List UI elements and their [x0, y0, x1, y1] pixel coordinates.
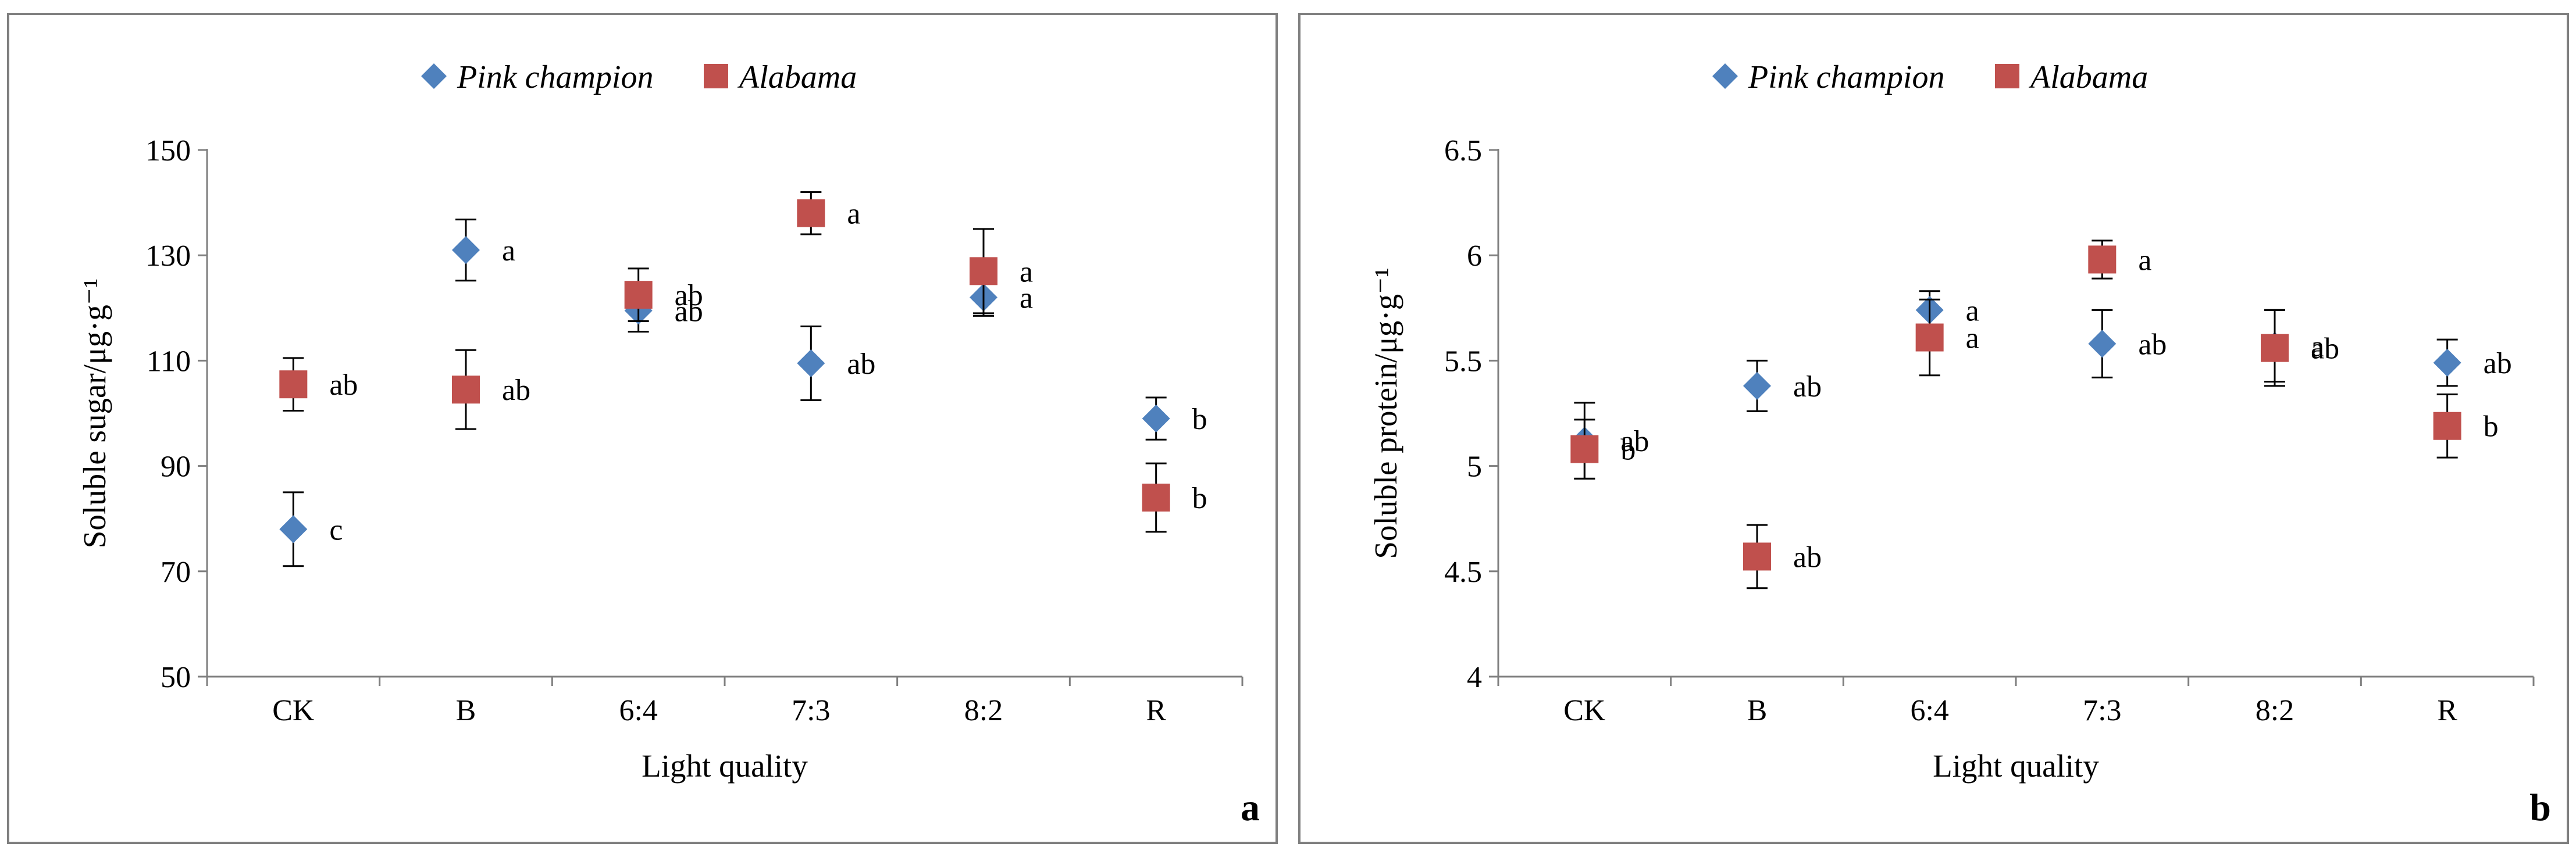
- x-tick-label: R: [2437, 694, 2457, 727]
- y-tick-label: 6: [1467, 239, 1482, 273]
- legend-diamond-marker: [1712, 63, 1738, 89]
- significance-letter: b: [1620, 434, 1636, 467]
- legend-label: Pink champion: [1748, 59, 1944, 95]
- significance-letter: a: [502, 234, 515, 267]
- significance-letter: a: [2138, 244, 2151, 277]
- significance-letter: a: [1966, 322, 1979, 355]
- data-point-diamond: [2433, 349, 2461, 377]
- x-axis-title: Light quality: [1933, 748, 2099, 784]
- panel-label: b: [2529, 786, 2551, 829]
- data-point-diamond: [797, 349, 825, 377]
- data-point-square: [1570, 435, 1599, 463]
- x-tick-label: 7:3: [792, 694, 830, 727]
- significance-letter: b: [1192, 482, 1207, 515]
- x-tick-label: 7:3: [2083, 694, 2121, 727]
- data-point-square: [2261, 334, 2289, 362]
- significance-letter: ab: [329, 369, 358, 402]
- soluble-protein-chart: 4 4.5 5 5.5 6 6.5 CK B 6:4 7:3 8:2 R Light quality So…: [1368, 59, 2551, 829]
- y-axis-title: Soluble sugar/μg·g⁻¹: [77, 278, 112, 549]
- significance-letter: ab: [2138, 328, 2167, 361]
- significance-letter: a: [847, 198, 860, 231]
- legend-diamond-marker: [421, 63, 447, 89]
- data-point-diamond: [452, 236, 480, 264]
- data-point-square: [624, 281, 653, 309]
- significance-letter: a: [1020, 255, 1033, 288]
- x-tick-label: 8:2: [2256, 694, 2294, 727]
- x-tick-label: 8:2: [964, 694, 1003, 727]
- significance-letter: ab: [1793, 370, 1822, 403]
- soluble-sugar-chart: 50 70 90 110 130 150 CK B 6:4 7:3 8:2 R Light qualit…: [77, 59, 1260, 829]
- significance-letter: ab: [1793, 541, 1822, 574]
- significance-letter: b: [1192, 403, 1207, 436]
- y-tick-label: 130: [145, 239, 191, 273]
- x-axis-title: Light quality: [642, 748, 808, 784]
- y-tick-label: 50: [161, 661, 191, 694]
- data-point-square: [797, 199, 825, 227]
- legend-label: Pink champion: [457, 59, 653, 95]
- x-tick-label: CK: [272, 694, 315, 727]
- legend-label: Alabama: [737, 59, 857, 95]
- data-point-square: [2433, 412, 2461, 440]
- chart-panel-b: 4 4.5 5 5.5 6 6.5 CK B 6:4 7:3 8:2 R Light quality So…: [1298, 13, 2569, 844]
- data-point-square: [1142, 483, 1170, 512]
- data-point-square: [1743, 542, 1771, 571]
- significance-letter: a: [2311, 330, 2324, 363]
- data-point-diamond: [2088, 330, 2117, 358]
- data-point-diamond: [1142, 405, 1170, 433]
- legend-square-marker: [1995, 64, 2019, 88]
- x-tick-label: B: [1747, 694, 1768, 727]
- y-tick-label: 5: [1467, 451, 1482, 484]
- data-point-square: [1915, 323, 1944, 352]
- significance-letter: ab: [2311, 333, 2339, 366]
- significance-letter: ab: [1620, 425, 1649, 458]
- significance-letter: a: [1966, 294, 1979, 327]
- significance-letter: a: [1020, 282, 1033, 315]
- x-tick-label: B: [456, 694, 476, 727]
- significance-letter: b: [2484, 410, 2499, 444]
- data-point-diamond: [279, 515, 308, 544]
- y-tick-label: 90: [161, 451, 191, 484]
- y-tick-label: 150: [145, 134, 191, 167]
- significance-letter: ab: [2484, 347, 2512, 380]
- significance-letter: ab: [675, 295, 703, 328]
- data-point-square: [279, 370, 308, 399]
- y-tick-label: 4: [1467, 661, 1482, 694]
- y-axis-title: Soluble protein/μg·g⁻¹: [1368, 267, 1403, 559]
- y-tick-label: 4.5: [1444, 556, 1482, 589]
- significance-letter: ab: [847, 348, 875, 381]
- data-point-square: [970, 257, 997, 285]
- significance-letter: c: [329, 513, 343, 546]
- significance-letter: ab: [675, 279, 703, 312]
- data-point-square: [2088, 245, 2117, 274]
- data-point-diamond: [1743, 371, 1771, 400]
- x-tick-label: R: [1146, 694, 1166, 727]
- legend-square-marker: [704, 64, 728, 88]
- y-tick-label: 6.5: [1444, 134, 1482, 167]
- panel-label: a: [1241, 786, 1260, 829]
- x-tick-label: 6:4: [619, 694, 657, 727]
- y-tick-label: 70: [161, 556, 191, 589]
- chart-panel-a: 50 70 90 110 130 150 CK B 6:4 7:3 8:2 R Light qualit…: [7, 13, 1278, 844]
- legend-label: Alabama: [2028, 59, 2148, 95]
- significance-letter: ab: [502, 374, 530, 407]
- x-tick-label: CK: [1563, 694, 1606, 727]
- y-tick-label: 110: [147, 345, 191, 378]
- data-point-square: [452, 376, 480, 404]
- y-tick-label: 5.5: [1444, 345, 1482, 378]
- x-tick-label: 6:4: [1910, 694, 1948, 727]
